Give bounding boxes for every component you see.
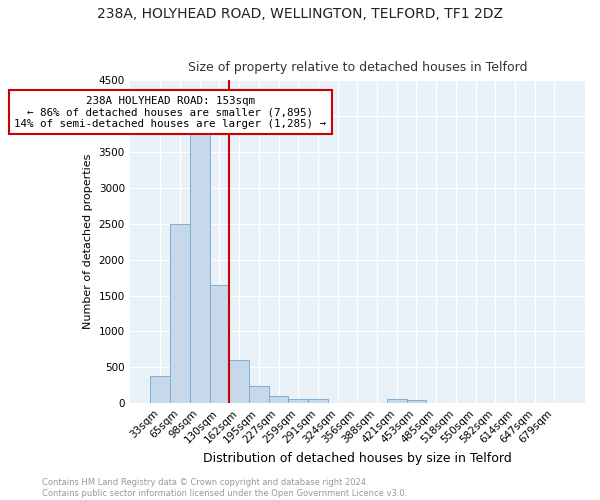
Bar: [249, 386, 269, 404]
Bar: [269, 396, 289, 404]
Bar: [407, 400, 427, 404]
Y-axis label: Number of detached properties: Number of detached properties: [83, 154, 93, 330]
Bar: [170, 224, 190, 404]
X-axis label: Distribution of detached houses by size in Telford: Distribution of detached houses by size …: [203, 452, 512, 465]
Text: Contains HM Land Registry data © Crown copyright and database right 2024.
Contai: Contains HM Land Registry data © Crown c…: [42, 478, 407, 498]
Bar: [308, 399, 328, 404]
Text: 238A HOLYHEAD ROAD: 153sqm
← 86% of detached houses are smaller (7,895)
14% of s: 238A HOLYHEAD ROAD: 153sqm ← 86% of deta…: [14, 96, 326, 129]
Text: 238A, HOLYHEAD ROAD, WELLINGTON, TELFORD, TF1 2DZ: 238A, HOLYHEAD ROAD, WELLINGTON, TELFORD…: [97, 8, 503, 22]
Bar: [151, 376, 170, 404]
Bar: [229, 360, 249, 404]
Bar: [209, 286, 229, 404]
Title: Size of property relative to detached houses in Telford: Size of property relative to detached ho…: [188, 62, 527, 74]
Bar: [387, 400, 407, 404]
Bar: [190, 134, 209, 404]
Bar: [289, 398, 308, 404]
